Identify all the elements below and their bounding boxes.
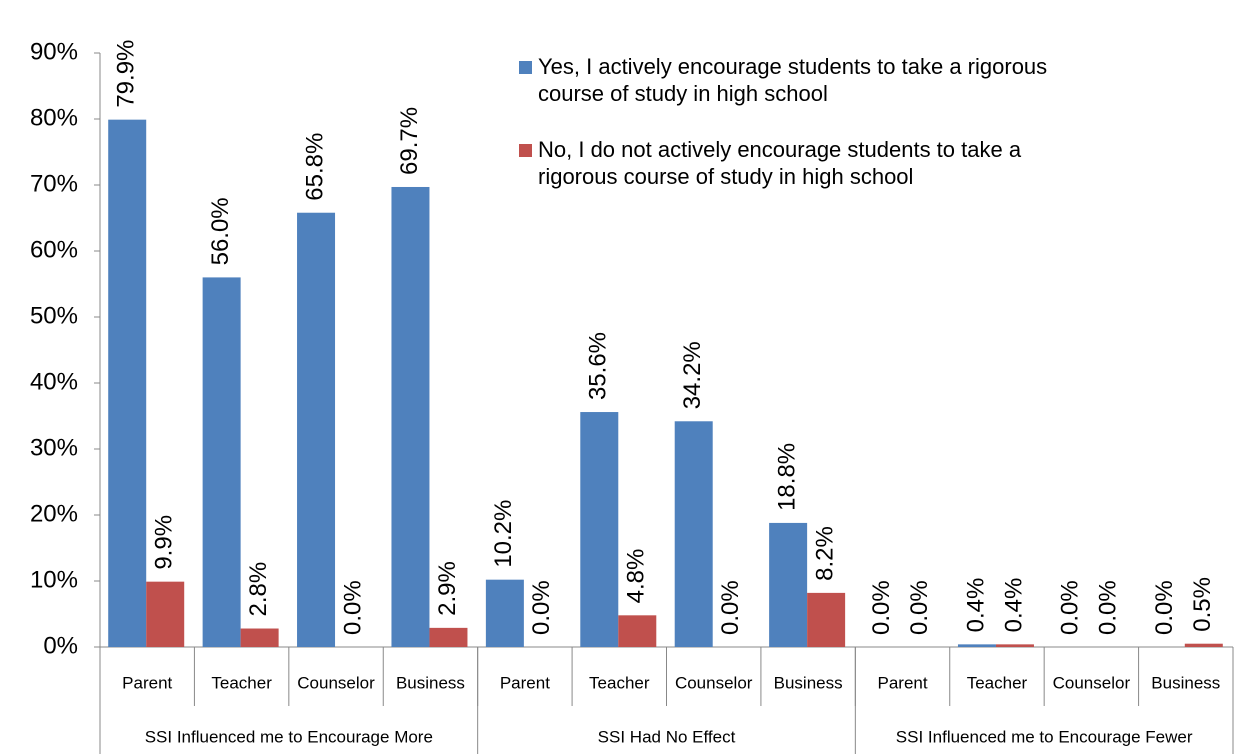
y-tick-label: 40% — [30, 368, 78, 395]
legend-label: Yes, I actively encourage students to ta… — [538, 54, 1048, 106]
bar — [391, 186, 430, 648]
x-tick-label: Business — [1151, 673, 1220, 692]
data-label: 8.2% — [811, 526, 838, 581]
data-label: 0.4% — [1000, 578, 1027, 633]
data-label: 0.0% — [1057, 580, 1084, 635]
bar — [674, 421, 713, 647]
group-label: SSI Influenced me to Encourage More — [145, 727, 433, 746]
bar — [580, 412, 619, 647]
legend-entry: Yes, I actively encourage students to ta… — [538, 54, 1048, 106]
data-label: 0.0% — [717, 580, 744, 635]
bar — [429, 627, 468, 647]
data-label: 0.4% — [962, 578, 989, 633]
x-tick-label: Counselor — [675, 673, 753, 692]
bar — [995, 644, 1034, 647]
data-label: 65.8% — [301, 133, 328, 201]
legend-swatch — [519, 144, 532, 157]
data-label: 69.7% — [396, 107, 423, 175]
data-label: 0.0% — [906, 580, 933, 635]
y-tick-label: 90% — [30, 38, 78, 65]
x-tick-label: Parent — [500, 673, 550, 692]
data-label: 10.2% — [490, 500, 517, 568]
group-label: SSI Influenced me to Encourage Fewer — [896, 727, 1193, 746]
bar — [769, 522, 808, 647]
data-label: 56.0% — [207, 197, 234, 265]
data-label: 18.8% — [773, 443, 800, 511]
data-label: 34.2% — [679, 341, 706, 409]
group-label: SSI Had No Effect — [598, 727, 736, 746]
y-tick-label: 70% — [30, 170, 78, 197]
x-tick-label: Counselor — [1053, 673, 1131, 692]
bar — [146, 581, 185, 647]
x-tick-label: Teacher — [211, 673, 272, 692]
x-tick-label: Parent — [122, 673, 172, 692]
bar — [108, 119, 147, 647]
y-tick-label: 0% — [43, 632, 78, 659]
data-label: 0.5% — [1189, 577, 1216, 632]
data-label: 0.0% — [868, 580, 895, 635]
x-tick-label: Teacher — [967, 673, 1028, 692]
data-label: 35.6% — [585, 332, 612, 400]
y-tick-label: 80% — [30, 104, 78, 131]
bar — [957, 644, 996, 647]
data-label: 2.8% — [245, 562, 272, 617]
data-label: 0.0% — [1095, 580, 1122, 635]
bar — [297, 212, 336, 647]
bar — [240, 628, 279, 647]
x-tick-label: Business — [396, 673, 465, 692]
data-label: 9.9% — [151, 515, 178, 570]
x-tick-label: Business — [774, 673, 843, 692]
x-tick-label: Parent — [877, 673, 927, 692]
data-label: 0.0% — [528, 580, 555, 635]
data-label: 4.8% — [623, 549, 650, 604]
data-label: 0.0% — [339, 580, 366, 635]
y-tick-label: 20% — [30, 500, 78, 527]
y-tick-label: 10% — [30, 566, 78, 593]
bar — [202, 277, 241, 647]
bar — [485, 579, 524, 647]
data-label: 0.0% — [1151, 580, 1178, 635]
y-tick-label: 60% — [30, 236, 78, 263]
bar — [618, 615, 657, 647]
data-label: 79.9% — [113, 40, 140, 108]
x-tick-label: Teacher — [589, 673, 650, 692]
data-label: 2.9% — [434, 561, 461, 616]
legend-entry: No, I do not actively encourage students… — [538, 137, 1022, 189]
y-tick-label: 50% — [30, 302, 78, 329]
legend-label: No, I do not actively encourage students… — [538, 137, 1022, 189]
bar — [1184, 643, 1223, 647]
x-tick-label: Counselor — [297, 673, 375, 692]
legend-swatch — [519, 61, 532, 74]
y-tick-label: 30% — [30, 434, 78, 461]
bar — [807, 592, 846, 647]
